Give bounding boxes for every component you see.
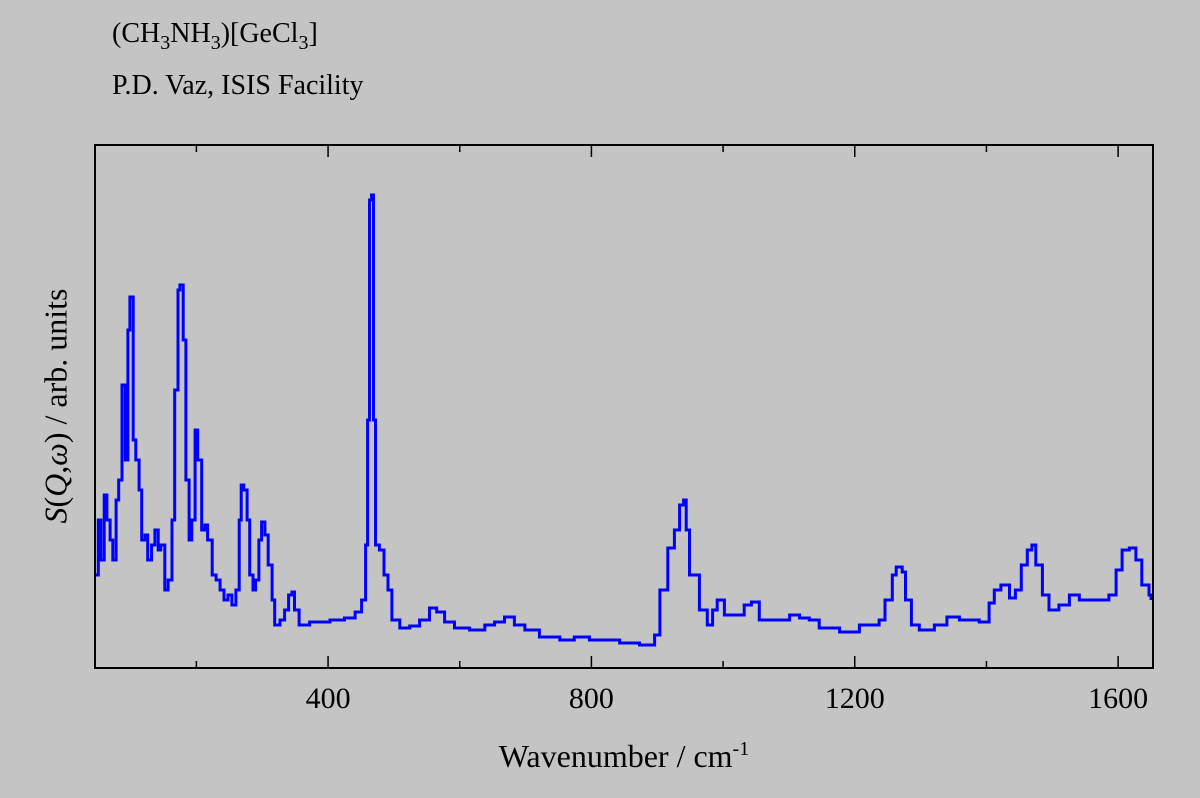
x-tick-label: 400 <box>306 682 351 715</box>
x-tick-label: 1200 <box>825 682 885 715</box>
spectrum-line <box>95 193 1153 647</box>
x-axis-label: Wavenumber / cm-1 <box>498 738 750 774</box>
y-axis-label: S(Q,ω) / arb. units <box>37 288 74 524</box>
chart-title: (CH3NH3)[GeCl3] <box>112 18 318 54</box>
chart-subtitle: P.D. Vaz, ISIS Facility <box>112 70 364 101</box>
x-tick-label: 1600 <box>1088 682 1148 715</box>
plot-frame <box>94 144 1154 669</box>
x-tick-label: 800 <box>569 682 614 715</box>
